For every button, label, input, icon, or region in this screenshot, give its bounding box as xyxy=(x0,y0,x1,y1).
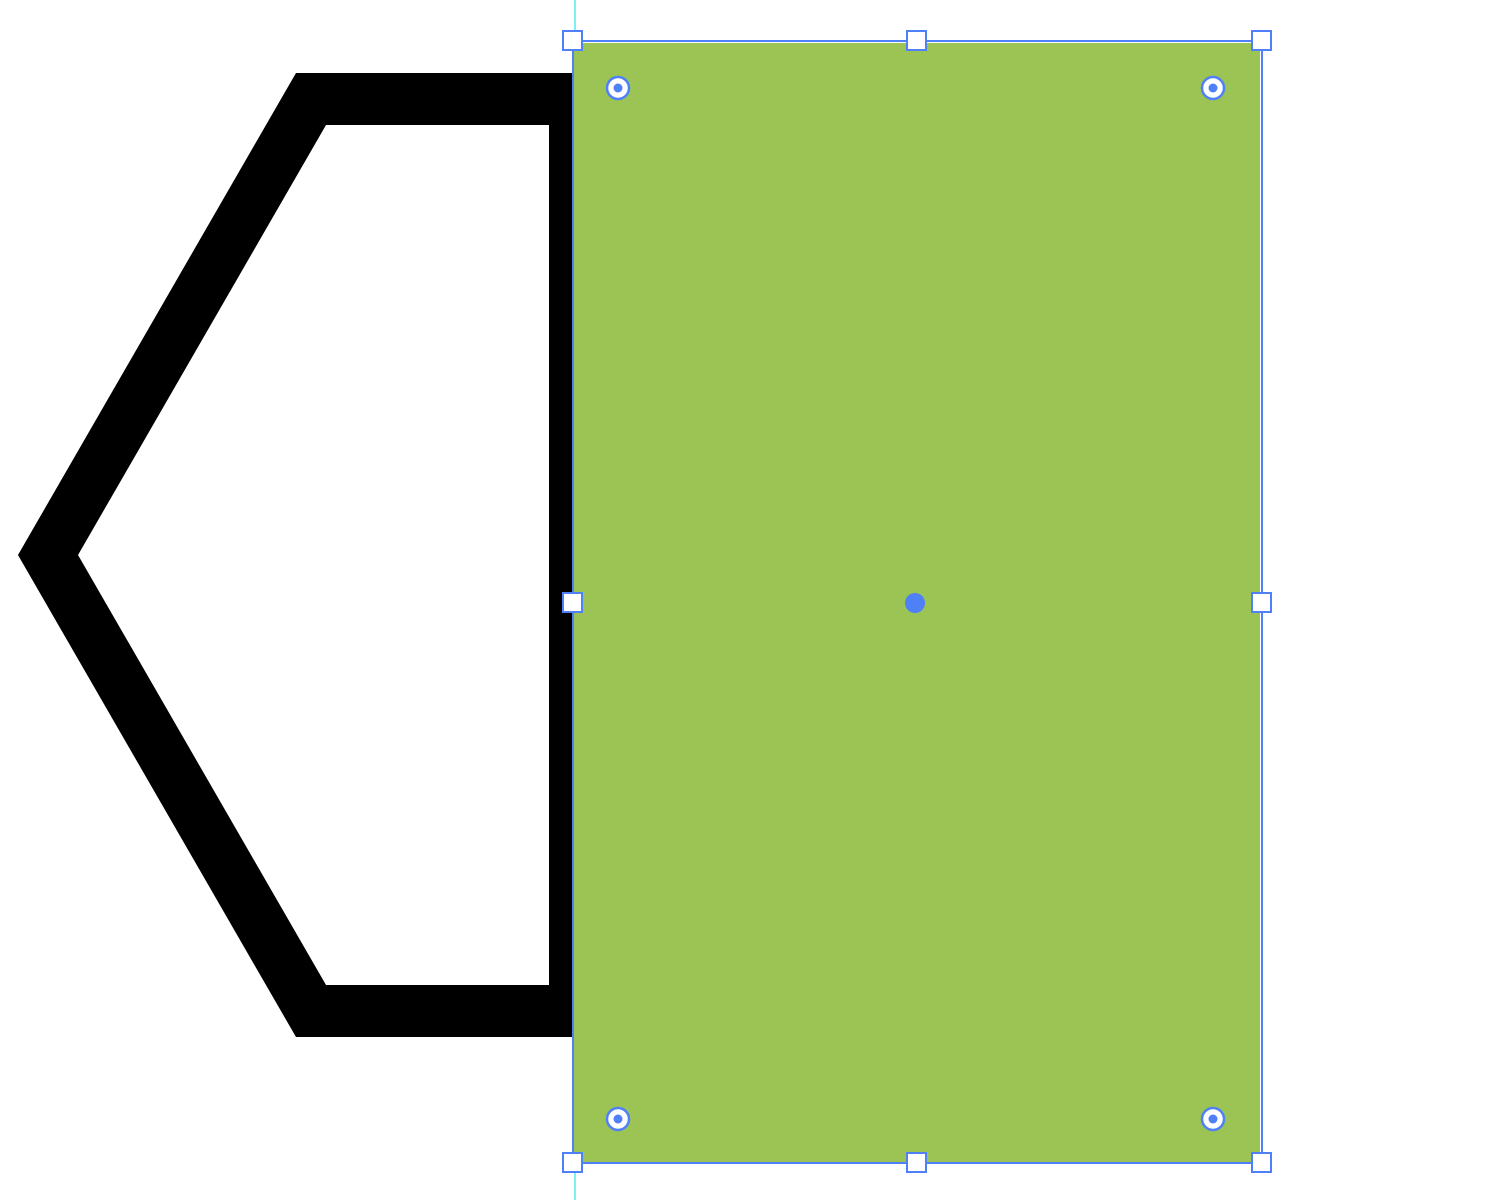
resize-handle-middle-left[interactable] xyxy=(562,592,583,613)
resize-handle-top-left[interactable] xyxy=(562,30,583,51)
resize-handle-top-center[interactable] xyxy=(906,30,927,51)
resize-handle-bottom-left[interactable] xyxy=(562,1152,583,1173)
center-point-icon[interactable] xyxy=(905,593,925,613)
resize-handle-middle-right[interactable] xyxy=(1251,592,1272,613)
hexagon-outline-shape[interactable] xyxy=(17,73,601,1037)
resize-handle-bottom-center[interactable] xyxy=(906,1152,927,1173)
resize-handles xyxy=(562,30,1272,1173)
resize-handle-top-right[interactable] xyxy=(1251,30,1272,51)
corner-radius-widgets xyxy=(605,75,1226,1132)
corner-radius-widget-top-right[interactable] xyxy=(1200,75,1226,101)
resize-handle-bottom-right[interactable] xyxy=(1251,1152,1272,1173)
corner-radius-widget-bottom-right[interactable] xyxy=(1200,1106,1226,1132)
corner-radius-widget-top-left[interactable] xyxy=(605,75,631,101)
corner-radius-widget-bottom-left[interactable] xyxy=(605,1106,631,1132)
